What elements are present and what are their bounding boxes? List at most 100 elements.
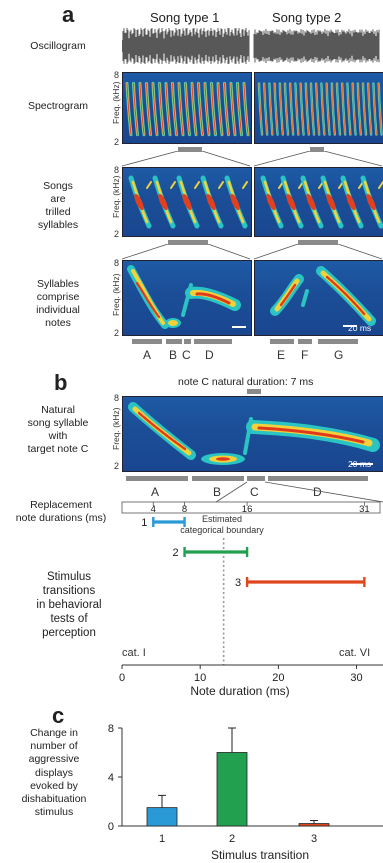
trill-stroke (262, 82, 269, 136)
syllable-shape (200, 175, 224, 229)
significance-star: * (228, 718, 235, 728)
trill-stroke (157, 81, 166, 137)
syl-ytick-bottom: 2 (114, 328, 120, 338)
trill-stroke (257, 82, 264, 136)
trill-stroke (320, 82, 326, 136)
syllable-detail-type2 (270, 266, 376, 326)
b-note-label-A: A (151, 485, 160, 499)
note-bar-C (184, 339, 191, 344)
spec-ytick-bottom: 2 (114, 137, 120, 147)
bar-y-tick-label: 8 (108, 723, 114, 735)
zoom-bar-1a (178, 147, 202, 152)
syllable-shape (176, 175, 200, 229)
trill-stroke (325, 82, 331, 136)
panel-c-ylabel: Change in number of aggressive displays evok… (21, 727, 87, 819)
syllable-shape (128, 175, 152, 229)
trill-stroke (164, 81, 172, 137)
oscillogram-trace-type2 (253, 29, 380, 63)
natural-syllable-spectrogram (122, 396, 383, 472)
songs-label: Songs are trilled syllables (37, 180, 79, 231)
syllable-spectrogram-type1 (122, 260, 252, 336)
replacement-tick-label: 4 (151, 504, 156, 515)
trill-stroke (138, 81, 146, 137)
bar-1 (146, 807, 178, 827)
note-label-F: F (301, 348, 309, 362)
note-label-B: B (169, 348, 178, 362)
b-note-bar-A (126, 476, 188, 481)
syllable-shape (280, 175, 304, 229)
note-bar-A (132, 339, 162, 344)
syllable-shape (260, 175, 284, 229)
note-bar-D (194, 339, 232, 344)
trill-stroke (151, 81, 159, 137)
trill-stroke (335, 82, 342, 136)
scale-bar-2 (343, 325, 357, 327)
songs-ytick-top: 8 (114, 165, 120, 175)
b-note-bar-B (192, 476, 244, 481)
zoom-lines-1 (122, 151, 383, 167)
syllables-label: Syllables comprise individual notes (36, 278, 80, 329)
trill-stroke (283, 82, 290, 136)
trill-stroke (170, 81, 179, 137)
trill-stroke (216, 81, 224, 137)
transitions-chart: 4 8 16 31 Estimated categorical boundary 1 2… (119, 481, 383, 698)
zoom-lines-2 (122, 244, 383, 260)
syllable-shape (340, 175, 364, 229)
trill-stroke (235, 81, 244, 137)
trill-stroke (125, 81, 133, 137)
funnel-line-right (264, 481, 383, 503)
trill-stroke (242, 81, 250, 137)
b-note-bar-D (268, 476, 368, 481)
syllable-shape (320, 175, 344, 229)
trill-stroke (229, 81, 237, 137)
trill-stroke (366, 82, 373, 136)
scale-bar-label-b: 20 ms (348, 459, 372, 469)
syllable-spectrogram-type2 (254, 260, 383, 336)
note-bar-F (298, 339, 312, 344)
bar-x-tick-label: 1 (159, 833, 165, 845)
b-ytick-bottom: 2 (114, 461, 120, 471)
syl-freq-label: Freq. (kHz) (111, 273, 121, 316)
natural-syllable-label: Natural song syllable with target note C (27, 404, 89, 455)
trill-stroke (177, 81, 185, 137)
note-label-A: A (143, 348, 152, 362)
boundary-label-1: Estimated (202, 514, 242, 524)
b-freq-label: Freq. (kHz) (111, 407, 121, 450)
trill-stroke (144, 81, 153, 137)
b-ytick-top: 8 (114, 393, 120, 403)
song-type-1-header: Song type 1 (150, 10, 220, 25)
trill-stroke (361, 82, 368, 136)
syl-ytick-top: 8 (114, 258, 120, 268)
spectrogram-type2 (254, 72, 383, 144)
trill-stroke (377, 82, 383, 136)
syllable-shape (224, 175, 248, 229)
trill-stroke (131, 81, 140, 137)
trill-stroke (309, 82, 316, 136)
natural-syllable-shape (128, 402, 380, 465)
x-tick-label: 0 (119, 672, 125, 684)
song-type-2-header: Song type 2 (272, 10, 342, 25)
trill-stroke (372, 82, 378, 136)
scale-bar-label-a: 20 ms (348, 323, 372, 333)
trill-stroke (346, 82, 352, 136)
bar-y-tick-label: 4 (108, 772, 114, 784)
replacement-tick-label: 31 (359, 504, 370, 515)
panel-b-label: b (54, 370, 68, 395)
x-axis-label: Note duration (ms) (190, 684, 289, 698)
x-tick-label: 10 (194, 672, 206, 684)
scale-bar-b (351, 463, 373, 465)
scale-bar-1 (232, 326, 246, 328)
oscillogram-trace-type1 (122, 28, 250, 64)
bar-y-tick-label: 0 (108, 821, 114, 833)
cat-left-label: cat. I (122, 647, 146, 659)
syllable-detail-type1 (127, 265, 241, 329)
replacement-label: Replacement note durations (ms) (15, 499, 107, 524)
trill-stroke (273, 82, 279, 136)
x-tick-label: 30 (350, 672, 362, 684)
boundary-label-2: categorical boundary (180, 525, 264, 535)
songs-ytick-bottom: 2 (114, 229, 120, 239)
trill-stroke (294, 82, 300, 136)
note-label-C: C (182, 348, 191, 362)
note-bar-G (318, 339, 358, 344)
cat-right-label: cat. VI (339, 647, 370, 659)
